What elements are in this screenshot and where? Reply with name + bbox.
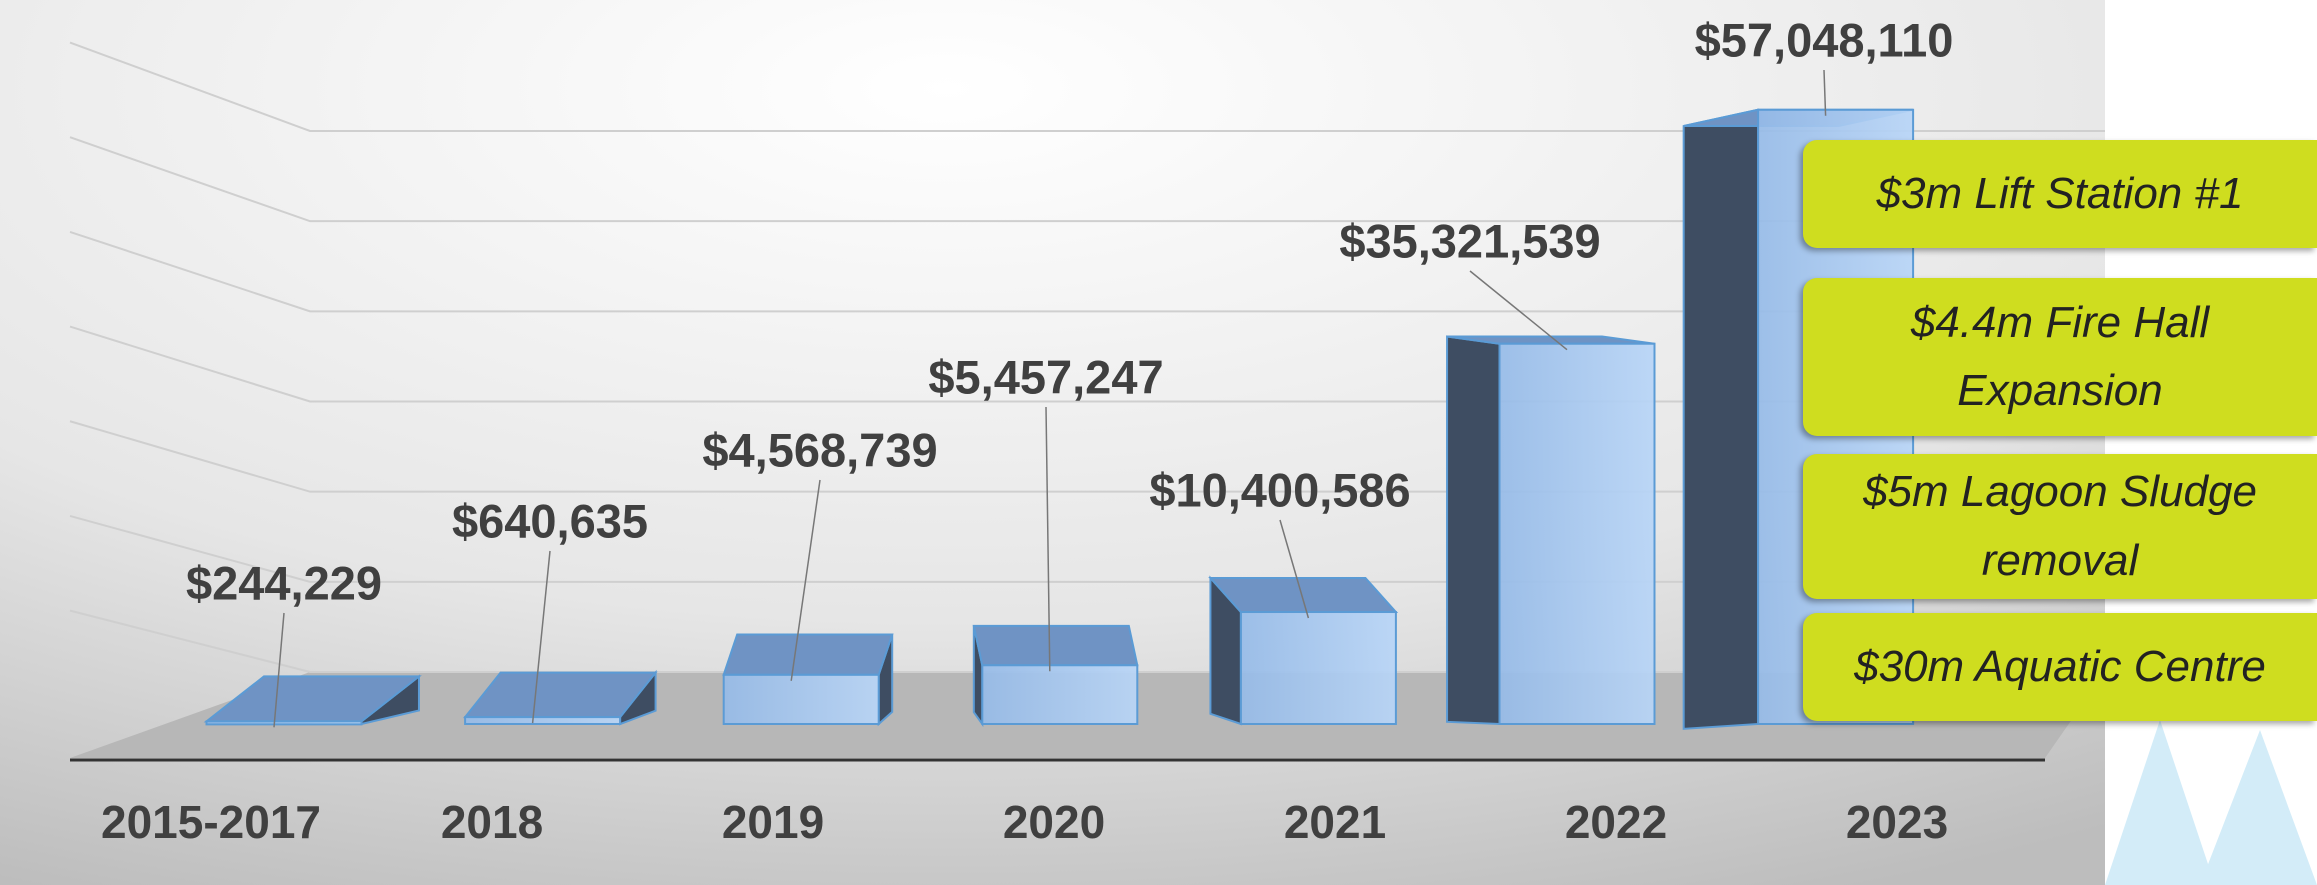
value-label: $244,229 xyxy=(186,556,382,609)
annotation: $4.4m Fire Hall Expansion xyxy=(1803,278,2317,436)
bar xyxy=(463,669,658,726)
value-label: $35,321,539 xyxy=(1339,214,1600,267)
bar-front xyxy=(1498,342,1656,725)
bar xyxy=(1446,335,1656,726)
value-label: $10,400,586 xyxy=(1149,463,1410,516)
x-tick-label: 2021 xyxy=(1284,796,1386,848)
leader-line xyxy=(1045,406,1051,672)
bar-front xyxy=(1239,611,1397,726)
annotation: $3m Lift Station #1 xyxy=(1803,140,2317,248)
leader-line xyxy=(1279,519,1310,619)
grid-line xyxy=(69,136,2105,223)
annotation: $5m Lagoon Sludge removal xyxy=(1803,454,2317,599)
bar-front xyxy=(981,664,1139,726)
x-tick-label: 2023 xyxy=(1846,796,1948,848)
leader-line xyxy=(790,479,821,681)
leader-line xyxy=(1469,270,1568,351)
bar-front xyxy=(464,716,622,725)
x-tick-label: 2015-2017 xyxy=(101,796,321,848)
bar-top xyxy=(972,624,1139,667)
bar-front xyxy=(205,720,363,726)
bar-top xyxy=(1208,577,1399,614)
bar xyxy=(1208,575,1399,726)
bar xyxy=(203,674,422,726)
x-tick-label: 2019 xyxy=(722,796,824,848)
x-tick-label: 2022 xyxy=(1565,796,1667,848)
leader-line xyxy=(273,612,285,728)
annotation: $30m Aquatic Centre xyxy=(1803,613,2317,721)
bar-front xyxy=(722,673,880,726)
bar-side xyxy=(1682,108,1760,730)
x-tick-label: 2018 xyxy=(441,796,543,848)
bar xyxy=(972,624,1139,728)
bar-top xyxy=(722,633,894,676)
value-label: $57,048,110 xyxy=(1695,13,1954,66)
x-tick-label: 2020 xyxy=(1003,796,1105,848)
leader-line xyxy=(531,550,551,724)
bar xyxy=(722,633,894,727)
value-label: $5,457,247 xyxy=(928,350,1163,403)
trees xyxy=(2105,720,2317,885)
leader-line xyxy=(1823,69,1827,116)
grid-line xyxy=(69,41,2105,132)
value-label: $4,568,739 xyxy=(702,423,937,476)
value-label: $640,635 xyxy=(452,494,648,547)
bar-side xyxy=(1446,335,1501,726)
grid-line xyxy=(69,230,2105,313)
